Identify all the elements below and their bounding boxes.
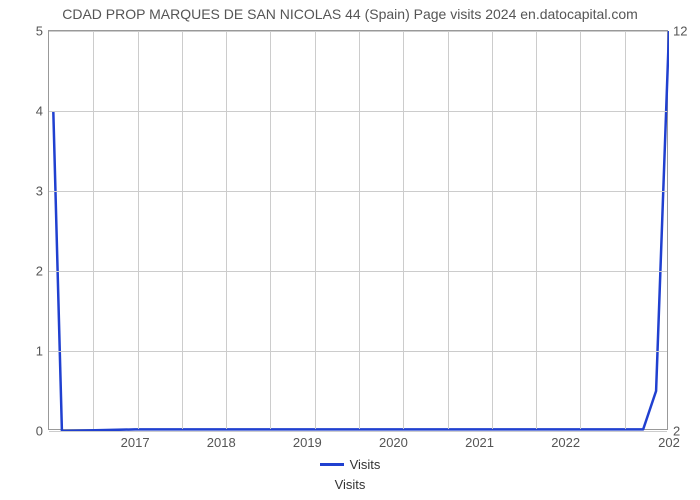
gridline-vertical (359, 31, 360, 429)
x-tick-label: 2020 (379, 435, 408, 450)
gridline-horizontal (49, 271, 667, 272)
y-tick-label: 4 (36, 104, 43, 119)
gridline-vertical (138, 31, 139, 429)
x-tick-label: 2019 (293, 435, 322, 450)
y2-tick-label: 12 (673, 24, 687, 39)
x-tick-label-partial: 202 (658, 435, 680, 450)
x-axis-title: Visits (0, 477, 700, 492)
x-tick-label: 2022 (551, 435, 580, 450)
x-tick-label: 2018 (207, 435, 236, 450)
chart-title: CDAD PROP MARQUES DE SAN NICOLAS 44 (Spa… (0, 6, 700, 22)
gridline-vertical (226, 31, 227, 429)
gridline-vertical (625, 31, 626, 429)
series-line-visits (53, 31, 669, 431)
y-tick-label: 1 (36, 344, 43, 359)
gridline-horizontal (49, 431, 667, 432)
x-tick-label: 2017 (121, 435, 150, 450)
gridline-vertical (536, 31, 537, 429)
x-tick-label: 2021 (465, 435, 494, 450)
y-tick-label: 5 (36, 24, 43, 39)
gridline-vertical (448, 31, 449, 429)
gridline-horizontal (49, 31, 667, 32)
legend: Visits (0, 457, 700, 472)
gridline-horizontal (49, 111, 667, 112)
legend-swatch (320, 463, 344, 466)
gridline-vertical (580, 31, 581, 429)
y-tick-label: 2 (36, 264, 43, 279)
gridline-vertical (270, 31, 271, 429)
legend-label: Visits (350, 457, 381, 472)
chart-container: CDAD PROP MARQUES DE SAN NICOLAS 44 (Spa… (0, 0, 700, 500)
gridline-vertical (492, 31, 493, 429)
plot-area: 012345212201720182019202020212022202 (48, 30, 668, 430)
gridline-vertical (403, 31, 404, 429)
y-tick-label: 0 (36, 424, 43, 439)
gridline-vertical (93, 31, 94, 429)
gridline-horizontal (49, 191, 667, 192)
gridline-vertical (315, 31, 316, 429)
y-tick-label: 3 (36, 184, 43, 199)
gridline-horizontal (49, 351, 667, 352)
gridline-vertical (182, 31, 183, 429)
